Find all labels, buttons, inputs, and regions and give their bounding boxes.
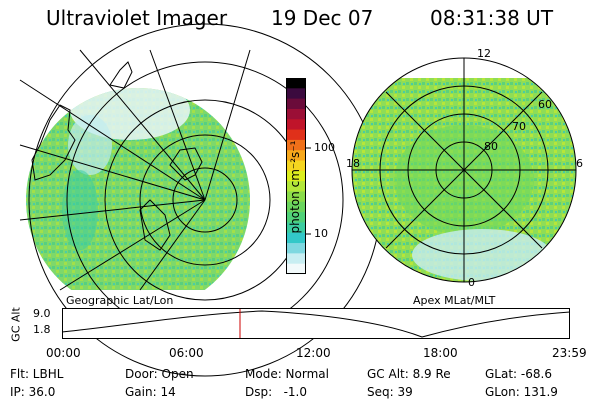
time-label: 08:31:38 UT xyxy=(430,6,554,30)
apex-map xyxy=(351,57,577,283)
colorbar-segment xyxy=(286,201,306,213)
gain-info: Gain: 14 xyxy=(125,385,176,399)
date-label: 19 Dec 07 xyxy=(271,6,374,30)
colorbar-segment xyxy=(286,108,306,120)
mlt-label-12: 12 xyxy=(477,47,491,60)
alt-ytick-high: 9.0 xyxy=(33,307,51,320)
colorbar-segment xyxy=(286,98,306,110)
colorbar-segment xyxy=(286,170,306,182)
colorbar-tick-100: 100 xyxy=(314,141,335,154)
colorbar-segment xyxy=(286,160,306,172)
time-tick-0: 00:00 xyxy=(46,346,81,360)
colorbar-segment xyxy=(286,191,306,203)
colorbar-segment xyxy=(286,78,306,89)
left-map-caption: Geographic Lat/Lon xyxy=(66,294,174,307)
time-tick-3: 18:00 xyxy=(423,346,458,360)
colorbar-unit-label: photon cm⁻²s⁻¹ xyxy=(288,140,302,234)
instrument-title: Ultraviolet Imager xyxy=(46,6,228,30)
alt-ytick-low: 1.8 xyxy=(33,323,51,336)
time-tick-4: 23:59 xyxy=(552,346,587,360)
door-info: Door: Open xyxy=(125,367,194,381)
glon-info: GLon: 131.9 xyxy=(485,385,558,399)
colorbar-segment xyxy=(286,232,306,244)
time-tick-2: 12:00 xyxy=(296,346,331,360)
colorbar-segment xyxy=(286,129,306,141)
mlat-label-70: 70 xyxy=(512,120,526,133)
geographic-map xyxy=(19,23,382,377)
colorbar-segment xyxy=(286,212,306,224)
colorbar-segment xyxy=(286,88,306,100)
colorbar-tick-10: 10 xyxy=(314,227,328,240)
colorbar-segment xyxy=(286,181,306,193)
mlt-label-18: 18 xyxy=(346,157,360,170)
time-tick-1: 06:00 xyxy=(169,346,204,360)
colorbar-segment xyxy=(286,139,306,151)
gc-alt-info: GC Alt: 8.9 Re xyxy=(367,367,451,381)
mlat-label-60: 60 xyxy=(538,98,552,111)
altitude-timeline xyxy=(61,308,571,339)
mode-info: Mode: Normal xyxy=(245,367,329,381)
right-map-caption: Apex MLat/MLT xyxy=(413,294,496,307)
colorbar-segment xyxy=(286,150,306,162)
dsp-info: Dsp: -1.0 xyxy=(245,385,308,399)
glat-info: GLat: -68.6 xyxy=(485,367,552,381)
colorbar xyxy=(286,78,306,275)
colorbar-segment xyxy=(286,243,306,254)
colorbar-segment xyxy=(286,263,306,275)
colorbar-segment xyxy=(286,222,306,234)
seq-info: Seq: 39 xyxy=(367,385,413,399)
mlt-label-0: 0 xyxy=(468,276,475,289)
colorbar-segment xyxy=(286,253,306,265)
mlt-label-6: 6 xyxy=(576,157,583,170)
mlat-label-80: 80 xyxy=(484,140,498,153)
ip-info: IP: 36.0 xyxy=(10,385,56,399)
colorbar-ticks xyxy=(306,147,311,235)
colorbar-segment xyxy=(286,119,306,131)
alt-ylabel: GC Alt xyxy=(9,307,23,342)
filter-info: Flt: LBHL xyxy=(10,367,64,381)
